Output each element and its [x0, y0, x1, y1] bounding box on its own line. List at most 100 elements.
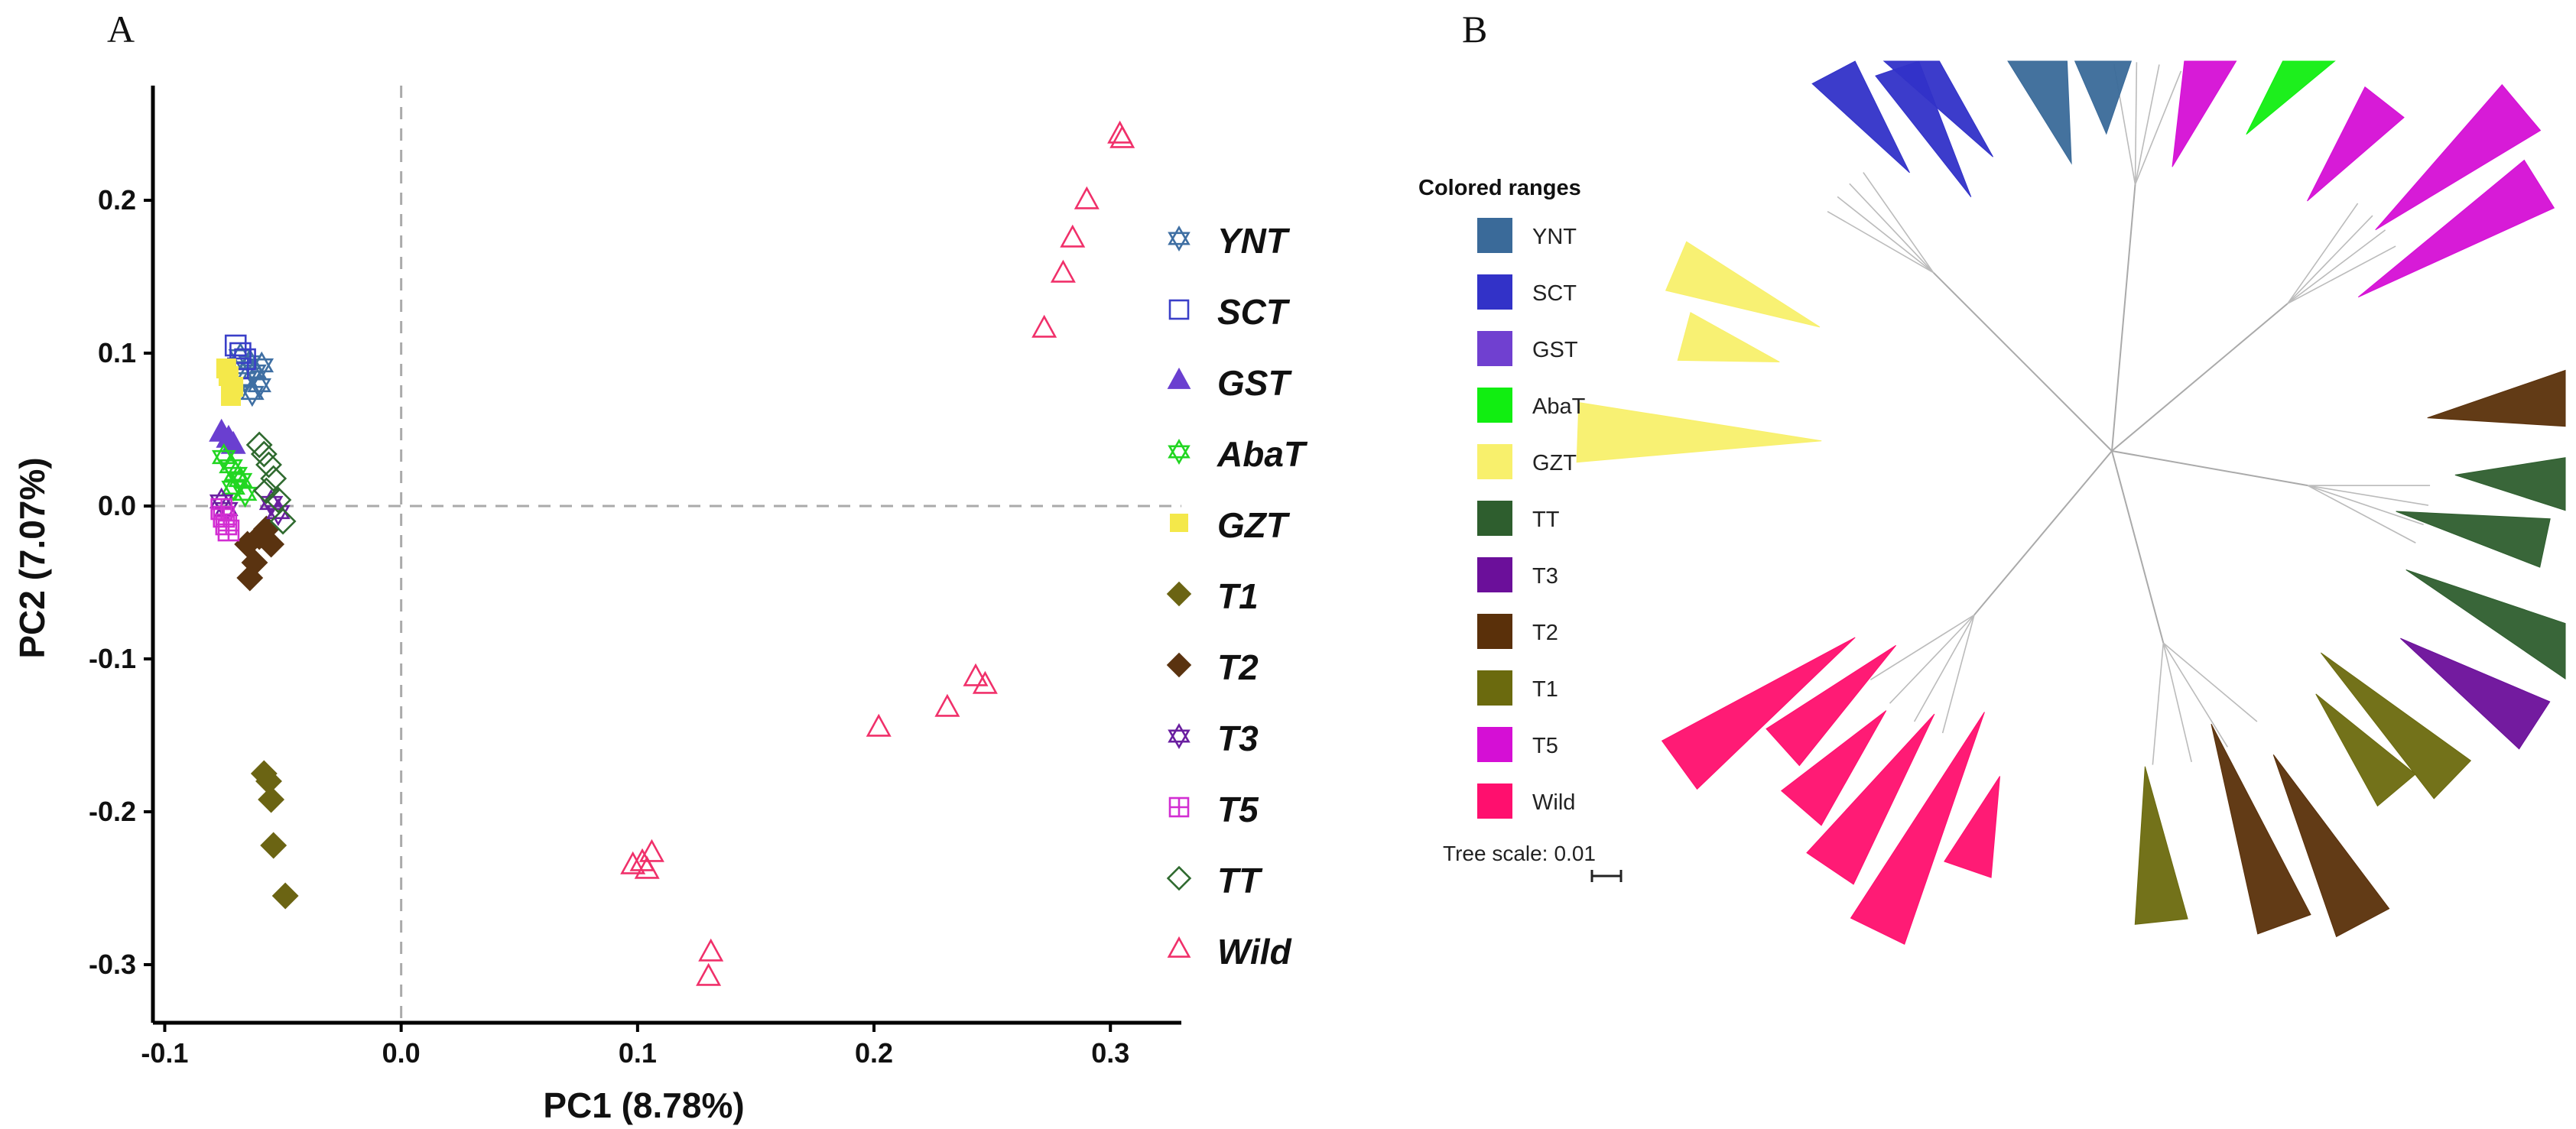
clade-gzt [1665, 241, 1821, 328]
legend-marker-wild [1167, 936, 1191, 958]
clade-t2 [2211, 723, 2311, 935]
point-wild [1050, 259, 1076, 283]
point-wild [972, 670, 998, 694]
point-ynt [240, 378, 265, 407]
clade-tt [2454, 457, 2566, 511]
tree-internal-branch [1913, 615, 1975, 722]
tree-internal-branch [2111, 303, 2289, 452]
legend-swatch-tt [1477, 501, 1512, 536]
point-wild [696, 962, 722, 986]
point-wild [638, 839, 664, 862]
legend-marker-t5 [1168, 796, 1190, 818]
clade-sct [1882, 60, 1993, 157]
tree-internal-branch [1941, 615, 1975, 734]
clade-wild [1766, 644, 1896, 767]
clade-wild [1780, 710, 1887, 826]
legend-marker-gzt [1170, 514, 1188, 532]
tree-scale-caption: Tree scale: [1443, 842, 1548, 865]
y-tick-label: -0.1 [89, 643, 136, 674]
legend-range-t1: T1 [1532, 677, 1558, 702]
legend-label-t2: T2 [1217, 647, 1259, 687]
legend-range-tt: TT [1532, 508, 1560, 532]
y-tick-label: 0.1 [98, 337, 136, 368]
legend-label-gzt: GZT [1217, 505, 1291, 545]
clade-t5 [2172, 60, 2237, 167]
point-tt [250, 440, 278, 468]
legend-range-gst: GST [1532, 338, 1578, 362]
legend-label-wild: Wild [1217, 932, 1292, 972]
legend-swatch-t2 [1477, 614, 1512, 649]
tree-internal-branch [1932, 271, 2113, 452]
tree-internal-branch [1973, 450, 2113, 616]
clade-wild [1661, 637, 1856, 790]
point-wild [1109, 125, 1135, 148]
clade-t1 [2134, 766, 2188, 925]
legend-marker-ynt [1168, 225, 1191, 251]
legend-range-gzt: GZT [1532, 451, 1577, 475]
tree-internal-branch [2134, 62, 2138, 185]
x-tick-label: 0.3 [1091, 1037, 1129, 1069]
point-t5 [217, 519, 240, 542]
y-tick-label: 0.0 [98, 490, 136, 521]
tree-branches [1576, 60, 2566, 946]
colored-ranges-legend: Colored ranges YNT SCT GST AbaT GZT TT T3 T2 T1 T… [1418, 176, 1586, 819]
tree-scale: Tree scale: 0.01 [1443, 842, 1623, 882]
point-t1 [258, 786, 285, 813]
legend-label-abat: AbaT [1217, 434, 1308, 474]
tree-internal-branch [2307, 485, 2424, 526]
legend-label-sct: SCT [1217, 292, 1291, 332]
clade-tt [2405, 569, 2566, 680]
legend-swatch-t1 [1477, 670, 1512, 706]
plot-axes [144, 86, 1181, 1032]
tree-internal-branch [2111, 450, 2308, 487]
point-wild [698, 938, 724, 962]
point-tt [252, 477, 280, 504]
tree-internal-branch [2111, 450, 2165, 644]
point-tt [245, 431, 273, 459]
legend-marker-t3 [1168, 723, 1191, 749]
clade-t2 [2272, 754, 2390, 938]
point-gzt [221, 386, 242, 406]
x-tick-label: -0.1 [141, 1037, 188, 1069]
point-tt [260, 465, 287, 492]
tree-internal-branch [1827, 210, 1934, 274]
tree-internal-branch [2162, 642, 2258, 722]
point-wild [1060, 224, 1086, 248]
x-tick-label: 0.2 [855, 1037, 893, 1069]
x-tick-label: 0.0 [382, 1037, 421, 1069]
point-t1 [271, 882, 299, 910]
x-axis-title: PC1 (8.78%) [543, 1085, 744, 1125]
clade-sct [1811, 60, 1910, 174]
legend-marker-t1 [1166, 581, 1192, 607]
point-abat [221, 473, 245, 502]
point-wild [1031, 314, 1057, 338]
point-sct [229, 342, 252, 365]
legend-label-t1: T1 [1217, 576, 1259, 616]
y-axis-title: PC2 (7.07%) [12, 457, 52, 658]
tree-internal-branch [1863, 172, 1934, 274]
tree-internal-branch [2287, 215, 2373, 304]
point-tt [255, 451, 282, 479]
y-tick-label: -0.3 [89, 949, 136, 980]
legend-range-ynt: YNT [1532, 225, 1577, 249]
pca-legend: YNT SCT GST AbaT GZT T1 T2 T3 T5 TT Wild [1166, 221, 1308, 972]
point-wild [866, 713, 892, 737]
legend-label-t5: T5 [1217, 790, 1259, 829]
legend-marker-gst [1167, 367, 1191, 389]
tree-internal-branch [2287, 203, 2359, 304]
tree-scale-value: 0.01 [1554, 842, 1596, 865]
tree-internal-branch [2162, 642, 2228, 748]
tree-internal-branch [2162, 642, 2192, 763]
reference-lines [153, 86, 1181, 1023]
y-tick-label: 0.2 [98, 184, 136, 216]
clade-t1 [2315, 693, 2416, 807]
pca-points [209, 120, 1135, 986]
point-t2 [236, 564, 264, 592]
point-wild [1074, 186, 1100, 209]
point-t2 [258, 530, 285, 558]
tree-internal-branch [1869, 614, 1975, 680]
tree-internal-branch [1849, 183, 1934, 274]
phylogenetic-tree: Colored ranges YNT SCT GST AbaT GZT TT T3 T2 T1 T… [1418, 60, 2566, 946]
tree-scale-label: Tree scale: 0.01 [1443, 842, 1596, 865]
